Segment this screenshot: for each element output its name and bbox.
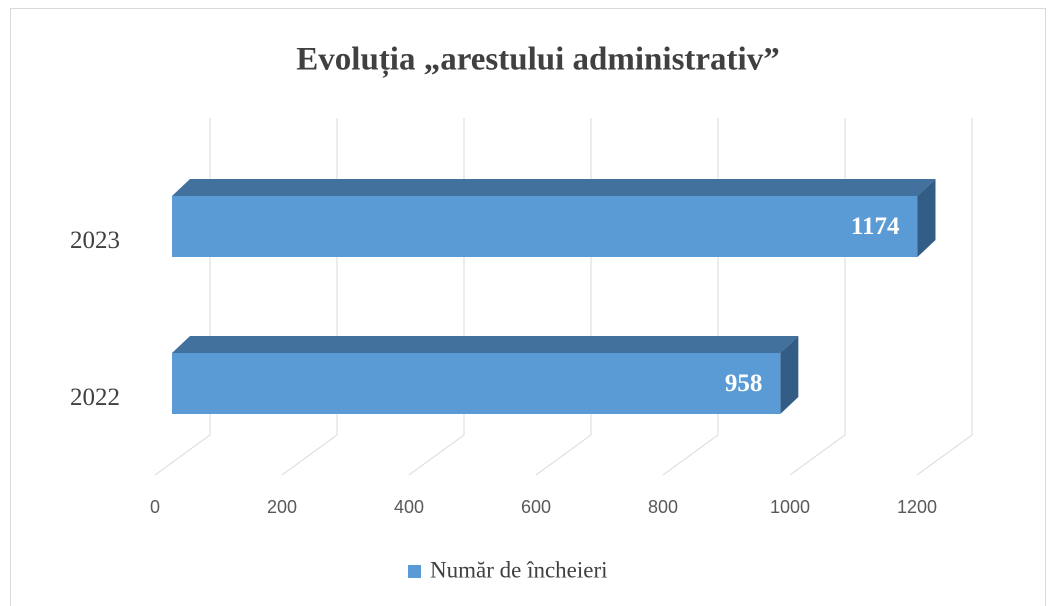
data-label: 958 xyxy=(725,370,763,397)
bar-side xyxy=(780,336,799,414)
floor-line xyxy=(535,434,592,476)
bar-side xyxy=(917,179,936,257)
bar-top xyxy=(172,336,799,353)
y-tick-label: 2023 xyxy=(70,227,120,254)
floor-line xyxy=(789,434,846,476)
x-tick-label: 400 xyxy=(394,497,424,517)
floor-line xyxy=(281,434,338,476)
chart-title: Evoluția „arestului administrativ” xyxy=(296,42,779,79)
x-tick-label: 200 xyxy=(267,497,297,517)
legend-swatch xyxy=(408,565,421,578)
data-label: 1174 xyxy=(851,213,900,240)
x-tick-label: 1200 xyxy=(897,497,937,517)
floor-line xyxy=(408,434,465,476)
floor-line xyxy=(662,434,719,476)
y-tick-label: 2022 xyxy=(70,384,120,411)
bar xyxy=(172,196,918,257)
floor-line xyxy=(154,434,211,476)
legend-label: Număr de încheieri xyxy=(430,557,608,582)
x-tick-label: 800 xyxy=(648,497,678,517)
bar xyxy=(172,353,781,414)
bar-top xyxy=(172,179,936,196)
floor-line xyxy=(916,434,973,476)
x-tick-label: 600 xyxy=(521,497,551,517)
chart-frame xyxy=(10,8,1046,606)
x-tick-label: 1000 xyxy=(770,497,810,517)
x-tick-label: 0 xyxy=(150,497,160,517)
